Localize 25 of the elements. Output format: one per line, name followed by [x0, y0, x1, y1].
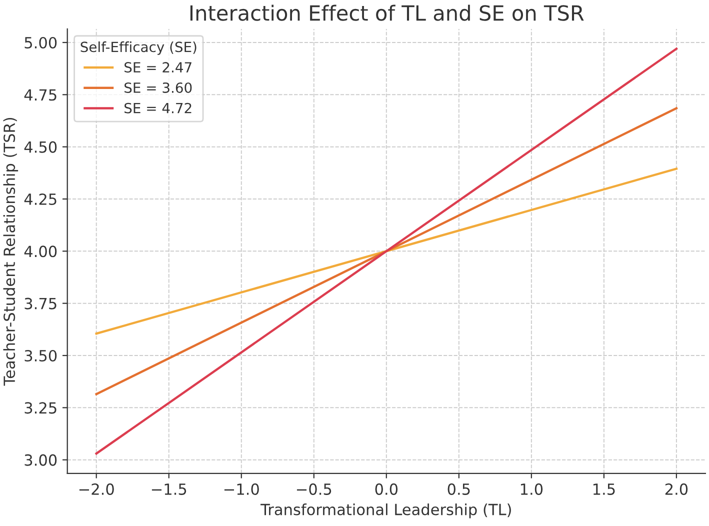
- x-tick-label: 0.5: [448, 483, 470, 495]
- x-tick-label: −2.0: [79, 483, 114, 495]
- x-tick-label: 2.0: [665, 483, 688, 495]
- y-tick-label: 4.00: [24, 246, 57, 258]
- x-axis-title: Transformational Leadership (TL): [260, 503, 511, 518]
- y-tick-label: 4.50: [24, 141, 57, 153]
- y-tick-label: 3.75: [24, 298, 56, 310]
- y-tick-label: 5.00: [24, 36, 57, 49]
- y-tick-label: 3.00: [24, 454, 57, 466]
- x-tick-label: −0.5: [296, 483, 332, 495]
- x-tick-label: −1.0: [224, 483, 259, 495]
- legend-label: SE = 2.47: [124, 62, 192, 73]
- y-axis-title: Teacher-Student Relationship (TSR): [3, 118, 18, 386]
- y-tick-label: 3.50: [24, 350, 57, 362]
- legend-title: Self-Efficacy (SE): [80, 41, 196, 55]
- chart-title: Interaction Effect of TL and SE on TSR: [190, 4, 584, 21]
- y-tick-label: 3.25: [24, 402, 56, 414]
- y-tick-label: 4.25: [24, 193, 56, 206]
- legend-label: SE = 3.60: [124, 82, 192, 93]
- legend-label: SE = 4.72: [124, 102, 192, 114]
- x-tick-label: 1.5: [593, 484, 615, 495]
- x-tick-label: −1.5: [152, 484, 186, 495]
- y-tick-label: 4.75: [24, 89, 56, 101]
- x-tick-label: 1.0: [520, 483, 543, 495]
- x-tick-label: 0.0: [375, 483, 398, 495]
